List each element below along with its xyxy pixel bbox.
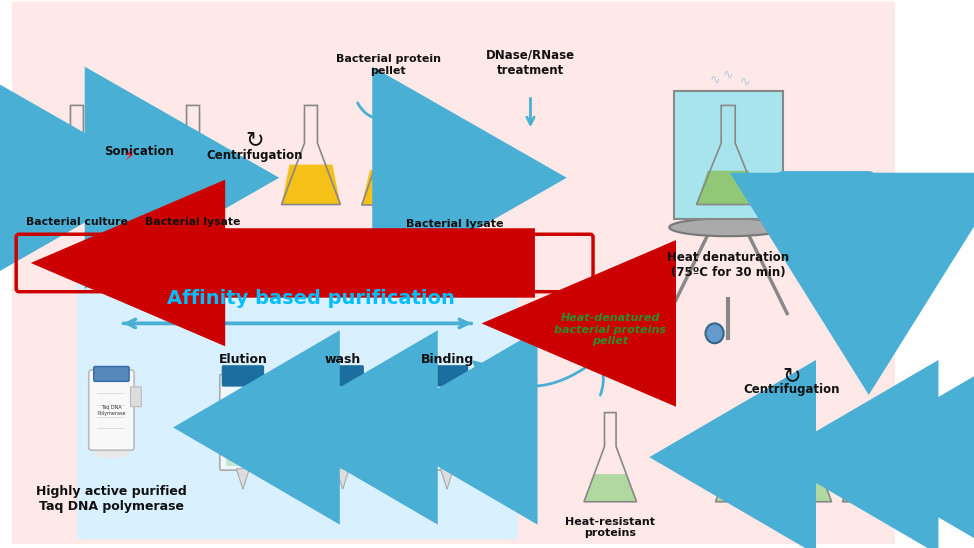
Text: Affinity based purification: Affinity based purification xyxy=(167,289,455,308)
Polygon shape xyxy=(584,474,637,502)
FancyBboxPatch shape xyxy=(131,387,141,407)
FancyBboxPatch shape xyxy=(94,367,130,381)
Polygon shape xyxy=(779,471,832,502)
Text: Heat-denaturation based purification: Heat-denaturation based purification xyxy=(88,254,498,272)
Text: ∿: ∿ xyxy=(723,69,733,82)
Polygon shape xyxy=(237,469,249,489)
FancyBboxPatch shape xyxy=(220,374,266,470)
FancyBboxPatch shape xyxy=(427,366,468,386)
Text: Elution: Elution xyxy=(218,353,268,366)
Bar xyxy=(226,447,259,466)
Polygon shape xyxy=(281,164,341,204)
Polygon shape xyxy=(696,171,760,204)
Text: ↻: ↻ xyxy=(245,130,264,150)
Polygon shape xyxy=(164,167,222,204)
FancyBboxPatch shape xyxy=(12,2,895,544)
Polygon shape xyxy=(440,469,454,489)
Polygon shape xyxy=(336,469,350,489)
Text: Centrifugation: Centrifugation xyxy=(743,383,840,396)
Text: DNase/RNase
treatment: DNase/RNase treatment xyxy=(486,49,575,77)
Text: Taq DNA
Polymerase: Taq DNA Polymerase xyxy=(97,405,126,416)
Text: Sonication: Sonication xyxy=(103,145,173,158)
Text: ∿: ∿ xyxy=(739,76,750,89)
Text: ↻: ↻ xyxy=(782,366,801,386)
Text: Heat denaturation
(75ºC for 30 min): Heat denaturation (75ºC for 30 min) xyxy=(667,251,789,279)
Text: Heat-denatured
bacterial proteins
pellet: Heat-denatured bacterial proteins pellet xyxy=(554,313,666,346)
Text: Bacterial protein
pellet: Bacterial protein pellet xyxy=(336,54,440,76)
Ellipse shape xyxy=(94,450,129,458)
FancyBboxPatch shape xyxy=(319,374,366,470)
Polygon shape xyxy=(716,471,768,502)
Text: Heat-resistant
proteins: Heat-resistant proteins xyxy=(565,517,656,538)
Polygon shape xyxy=(843,471,895,502)
Text: ⚡: ⚡ xyxy=(124,148,135,163)
Bar xyxy=(326,447,359,466)
Polygon shape xyxy=(361,170,414,205)
FancyBboxPatch shape xyxy=(674,90,783,219)
Text: Centrifugation: Centrifugation xyxy=(206,149,303,162)
FancyBboxPatch shape xyxy=(322,366,363,386)
Ellipse shape xyxy=(669,219,787,236)
Text: wash: wash xyxy=(324,353,360,366)
Text: Bacterial lysate: Bacterial lysate xyxy=(405,219,503,230)
Text: Bacterial lysate: Bacterial lysate xyxy=(145,218,241,227)
Text: Binding: Binding xyxy=(421,353,473,366)
FancyBboxPatch shape xyxy=(89,370,134,450)
Circle shape xyxy=(705,323,724,343)
FancyBboxPatch shape xyxy=(222,366,263,386)
FancyBboxPatch shape xyxy=(77,281,518,539)
Polygon shape xyxy=(48,169,106,204)
FancyBboxPatch shape xyxy=(424,374,470,470)
Text: Highly active purified
Taq DNA polymerase: Highly active purified Taq DNA polymeras… xyxy=(36,485,187,513)
Bar xyxy=(431,447,464,466)
Text: ∿: ∿ xyxy=(709,74,720,87)
Text: Bacterial culture: Bacterial culture xyxy=(26,218,128,227)
